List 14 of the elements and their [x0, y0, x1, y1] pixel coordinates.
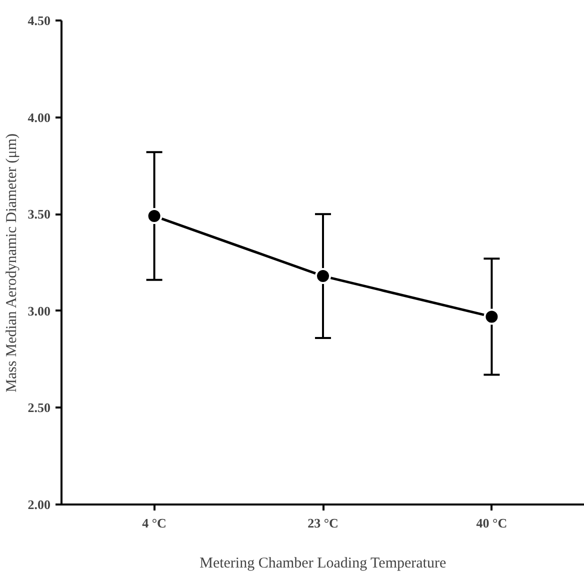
x-tick-label: 23 °C [308, 516, 338, 530]
y-tick-label: 2.50 [28, 400, 50, 416]
y-tick-label: 4.50 [28, 13, 50, 28]
y-tick-label: 3.50 [28, 206, 50, 222]
y-tick-label: 3.00 [28, 303, 50, 318]
y-tick-label: 4.00 [28, 110, 50, 125]
x-tick-label: 4 °C [142, 516, 166, 530]
x-tick-label: 40 °C [476, 516, 508, 530]
y-axis-title: Mass Median Aerodynamic Diameter (μm) [4, 134, 20, 392]
y-tick-label: 2.00 [28, 497, 50, 512]
x-axis-title: Metering Chamber Loading Temperature [200, 556, 446, 572]
point [484, 308, 500, 325]
point [315, 268, 331, 284]
point [146, 208, 162, 224]
